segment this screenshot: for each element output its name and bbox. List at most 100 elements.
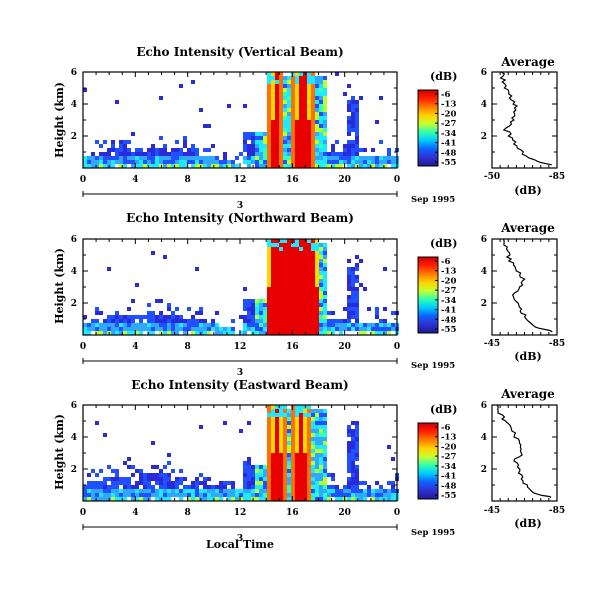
heatmap-cell	[267, 88, 271, 92]
heatmap-cell	[315, 315, 319, 319]
heatmap-cell	[263, 319, 267, 323]
heatmap-cell	[347, 108, 351, 112]
heatmap-cell	[275, 116, 279, 120]
heatmap-cell	[351, 124, 355, 128]
heatmap-cell	[127, 331, 131, 335]
heatmap-cell	[155, 465, 159, 469]
heatmap-cell	[111, 319, 115, 323]
heatmap-cell	[279, 299, 283, 303]
heatmap-cell	[271, 255, 275, 259]
heatmap-cell	[295, 251, 299, 255]
heatmap-cell	[147, 331, 151, 335]
heatmap-cell	[199, 311, 203, 315]
heatmap-cell	[259, 485, 263, 489]
heatmap-cell	[303, 120, 307, 124]
heatmap-cell	[311, 140, 315, 144]
heatmap-cell	[175, 319, 179, 323]
heatmap-cell	[83, 489, 87, 493]
heatmap-cell	[311, 489, 315, 493]
heatmap-cell	[179, 84, 183, 88]
heatmap-cell	[387, 323, 391, 327]
heatmap-cell	[99, 152, 103, 156]
heatmap-cell	[247, 489, 251, 493]
heatmap-cell	[295, 267, 299, 271]
heatmap-cell	[87, 156, 91, 160]
heatmap-cell	[155, 489, 159, 493]
heatmap-cell	[367, 307, 371, 311]
heatmap-cell	[315, 409, 319, 413]
heatmap-cell	[143, 485, 147, 489]
heatmap-cell	[279, 307, 283, 311]
heatmap-cell	[355, 429, 359, 433]
heatmap-cell	[263, 323, 267, 327]
heatmap-cell	[311, 80, 315, 84]
heatmap-cell	[247, 299, 251, 303]
heatmap-cell	[267, 243, 271, 247]
heatmap-cell	[275, 124, 279, 128]
heatmap-cell	[167, 485, 171, 489]
heatmap-cell	[311, 291, 315, 295]
date-label: Sep 1995	[411, 361, 455, 371]
heatmap-cell	[303, 140, 307, 144]
heatmap-cell	[311, 128, 315, 132]
heatmap-cell	[251, 493, 255, 497]
heatmap-cell	[267, 259, 271, 263]
heatmap-cell	[315, 247, 319, 251]
heatmap-cell	[203, 327, 207, 331]
heatmap-cell	[351, 477, 355, 481]
heatmap-cell	[271, 465, 275, 469]
heatmap-cell	[383, 164, 387, 168]
heatmap-cell	[275, 279, 279, 283]
heatmap-cell	[391, 457, 395, 461]
heatmap-cell	[299, 425, 303, 429]
heatmap-cell	[347, 425, 351, 429]
heatmap-cell	[351, 104, 355, 108]
heatmap-cell	[299, 136, 303, 140]
heatmap-cell	[311, 160, 315, 164]
heatmap-cell	[319, 255, 323, 259]
heatmap-cell	[183, 152, 187, 156]
heatmap-cell	[115, 477, 119, 481]
heatmap-cell	[255, 164, 259, 168]
heatmap-cell	[235, 156, 239, 160]
y-tick-label: 6	[71, 401, 77, 411]
heatmap-cell	[283, 303, 287, 307]
heatmap-cell	[95, 473, 99, 477]
heatmap-cell	[299, 461, 303, 465]
heatmap-cell	[267, 271, 271, 275]
heatmap-cell	[351, 100, 355, 104]
heatmap-cell	[331, 160, 335, 164]
heatmap-cell	[267, 275, 271, 279]
heatmap-cell	[123, 140, 127, 144]
heatmap-cell	[255, 160, 259, 164]
heatmap-cell	[267, 255, 271, 259]
heatmap-cell	[111, 144, 115, 148]
heatmap-cell	[159, 148, 163, 152]
heatmap-cell	[319, 108, 323, 112]
heatmap-cell	[251, 323, 255, 327]
heatmap-cell	[347, 481, 351, 485]
heatmap-cell	[163, 148, 167, 152]
heatmap-cell	[147, 477, 151, 481]
heatmap-cell	[303, 299, 307, 303]
heatmap-cell	[363, 323, 367, 327]
heatmap-cell	[287, 331, 291, 335]
profile-line	[502, 238, 553, 333]
heatmap-cell	[215, 323, 219, 327]
heatmap-cell	[283, 441, 287, 445]
heatmap-cell	[151, 156, 155, 160]
heatmap-cell	[283, 80, 287, 84]
profile-xlabel: (dB)	[514, 184, 541, 197]
heatmap-cell	[319, 120, 323, 124]
heatmap-cell	[351, 116, 355, 120]
heatmap-cell	[315, 311, 319, 315]
heatmap-cell	[259, 148, 263, 152]
heatmap-cell	[183, 489, 187, 493]
heatmap-cell	[191, 331, 195, 335]
heatmap-cell	[119, 140, 123, 144]
heatmap-cell	[127, 489, 131, 493]
heatmap-cell	[323, 271, 327, 275]
heatmap-cell	[351, 437, 355, 441]
heatmap-cell	[287, 84, 291, 88]
heatmap-cell	[227, 493, 231, 497]
